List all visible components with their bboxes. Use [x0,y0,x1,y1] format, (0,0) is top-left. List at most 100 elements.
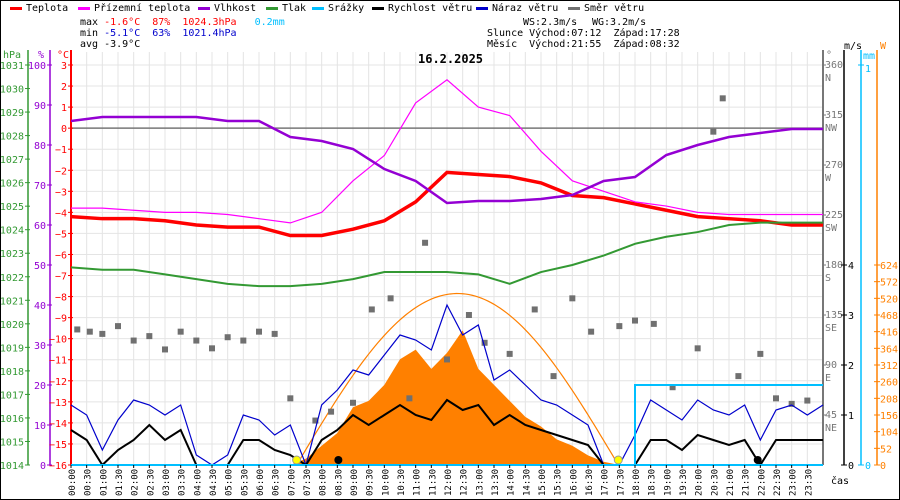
tick-label: 104 [880,428,898,439]
ground-temperature-line [71,78,823,224]
tick-label: 1018 [0,367,24,378]
tick-label: −4 [55,208,67,219]
max-rain: 0.2mm [254,17,285,28]
x-tick-label: 04:30 [209,469,219,496]
tick-label: 260 [880,378,898,389]
x-tick-label: 14:00 [507,469,517,496]
legend-label: Rychlost větru [388,3,473,14]
legend-label: Srážky [328,3,365,14]
tick-label: 90 [34,101,46,112]
x-tick-label: 22:00 [757,469,767,496]
tick-label: −9 [55,314,67,325]
compass-label: N [825,73,831,84]
legend-label: Tlak [282,3,307,14]
tick-label: 80 [34,141,46,152]
legend-swatch [198,7,210,10]
temperature-line [70,170,823,238]
tick-label: −5 [55,229,67,240]
compass-label: E [825,373,831,384]
sun-label: Slunce [487,28,524,39]
hPa-axis-label: hPa [3,50,21,61]
legend-swatch [372,7,384,10]
moonset: Západ:08:32 [613,39,680,50]
legend-label: Směr větru [584,3,645,14]
wind-direction-point [569,295,576,302]
min-pressure: 1021.4hPa [182,28,237,39]
sunrise: Východ:07:12 [529,28,602,39]
tick-label: −15 [49,440,67,451]
x-tick-label: 11:30 [428,469,438,496]
x-tick-label: 16:30 [585,469,595,496]
x-tick-label: 03:30 [178,469,188,496]
tick-label: −16 [49,461,67,472]
x-tick-label: 06:00 [256,469,266,496]
legend-swatch [568,7,580,10]
wind-direction-point [669,384,676,391]
tick-label: 1025 [0,202,24,213]
wind-direction-point [444,356,450,363]
x-axis-label: čas [831,475,849,487]
tick-label: −2 [55,166,67,177]
legend-label: Náraz větru [492,3,559,14]
tick-label: 156 [880,411,898,422]
x-tick-label: 07:30 [303,469,313,496]
tick-label: 1 [848,411,854,422]
min-label: min [80,28,99,39]
avg-temp: -3.9°C [104,39,141,50]
x-tick-label: 19:00 [663,469,673,496]
legend-item: Rychlost větru [372,3,472,14]
wind-direction-point [271,330,278,337]
moon-label: Měsíc [487,39,518,50]
x-tick-label: 21:30 [742,469,752,496]
x-tick-label: 19:30 [679,469,689,496]
x-tick-label: 12:00 [444,469,454,496]
tick-label: 1016 [0,414,24,425]
wind-axis-label: m/s [844,41,862,52]
tick-label: 1029 [0,108,24,119]
wind-direction-point [312,417,319,424]
wind-direction-point [422,239,429,246]
wind-direction-point [616,323,623,330]
wind-direction-point [328,408,335,415]
tick-label: 2 [848,361,854,372]
wind-direction-point [177,328,184,335]
pressure-line [70,221,823,288]
tick-label: 4 [848,261,854,272]
tick-label: 40 [34,301,46,312]
tick-label: 1027 [0,155,24,166]
x-tick-label: 10:00 [381,469,391,496]
tick-label: 60 [34,221,46,232]
tick-label: 52 [880,444,892,455]
x-tick-label: 04:00 [193,469,203,496]
x-tick-label: 13:00 [475,469,485,496]
x-tick-label: 15:30 [554,469,564,496]
wind-direction-point [162,346,168,353]
compass-label: W [825,173,832,184]
wind-direction-point [735,373,742,380]
x-tick-label: 08:00 [319,469,329,496]
wind-direction-point [588,328,595,335]
avg-label: avg [80,39,99,50]
x-tick-label: 23:00 [789,469,799,496]
min-humidity: 63% [152,28,171,39]
wind-direction-point [115,323,121,330]
tick-label: 1028 [0,132,24,143]
legend-item: Teplota [10,3,68,14]
x-tick-label: 02:00 [131,469,141,496]
x-tick-label: 08:30 [334,469,344,496]
wind-direction-point [99,330,106,337]
sunset: Západ:17:28 [613,28,680,39]
wind-direction-point [256,328,262,335]
tick-label: 572 [880,278,898,289]
tick-label: 520 [880,294,898,305]
compass-label: SE [825,323,837,334]
legend-item: Směr větru [568,3,644,14]
x-tick-label: 13:30 [491,469,501,496]
tick-label: 1021 [0,296,24,307]
legend-item: Přízemní teplota [78,3,190,14]
legend-label: Přízemní teplota [94,3,191,14]
humidity-axis-label: % [38,50,44,61]
chart-title: 16.2.2025 [418,52,483,66]
wind-direction-point [74,326,81,333]
max-humidity: 87% [152,17,171,28]
